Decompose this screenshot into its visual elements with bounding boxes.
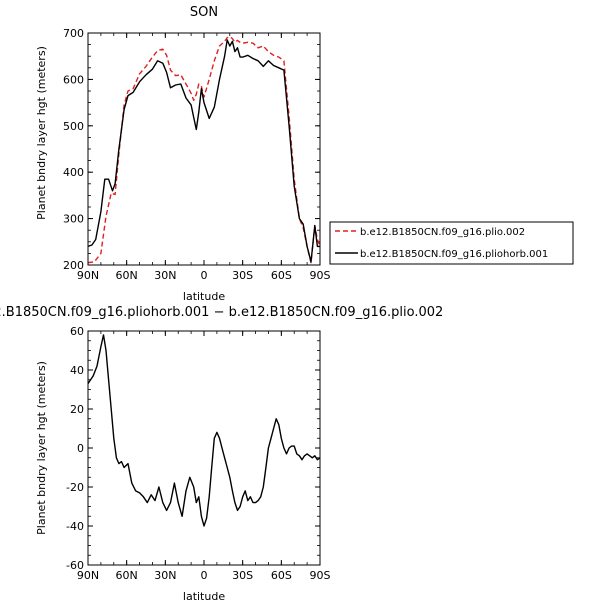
bottom-x-axis-label: latitude (183, 590, 225, 603)
top-series-line-1 (87, 39, 320, 263)
legend-box (329, 221, 574, 265)
bottom-y-tick-label: 60 (70, 325, 84, 338)
top-x-tick-label: 60N (116, 269, 138, 282)
top-x-tick-label: 90S (310, 269, 331, 282)
bottom-x-tick-label: 30N (154, 569, 176, 582)
bottom-x-tick-label: 60S (271, 569, 292, 582)
bottom-tick-marks: -60 -40 -20 0 20 40 60 90N 60N 30N 0 30S 60S 90S (66, 325, 330, 582)
top-x-tick-label: 90N (77, 269, 99, 282)
top-x-axis-label: latitude (183, 290, 225, 303)
top-y-tick-label: 200 (63, 259, 84, 272)
bottom-y-tick-label: 0 (77, 442, 84, 455)
legend: b.e12.B1850CN.f09_g16.plio.002 b.e12.B18… (329, 221, 574, 265)
bottom-series-group (87, 334, 321, 527)
bottom-y-tick-label: -40 (66, 520, 84, 533)
top-tick-marks: 200 300 400 500 600 700 90N 60N 30N 0 30S 60S 90S (63, 27, 331, 282)
bottom-y-tick-label: -20 (66, 481, 84, 494)
top-series-group (87, 36, 321, 264)
bottom-x-tick-label: 30S (232, 569, 253, 582)
bottom-x-tick-label: 90N (77, 569, 99, 582)
top-panel: SON latitude Planet bndry layer hgt (met… (35, 5, 331, 303)
top-x-tick-label: 30S (232, 269, 253, 282)
top-x-tick-label: 60S (271, 269, 292, 282)
top-y-tick-label: 500 (63, 120, 84, 133)
bottom-panel: b.e12.B1850CN.f09_g16.pliohorb.001 − b.e… (0, 305, 443, 603)
top-plot-frame (87, 32, 321, 266)
bottom-x-tick-label: 90S (310, 569, 331, 582)
bottom-y-tick-label: -60 (66, 559, 84, 572)
top-y-tick-label: 300 (63, 213, 84, 226)
bottom-y-tick-label: 20 (70, 403, 84, 416)
bottom-panel-title: b.e12.B1850CN.f09_g16.pliohorb.001 − b.e… (0, 305, 443, 320)
top-x-tick-label: 0 (201, 269, 208, 282)
top-y-tick-label: 400 (63, 166, 84, 179)
bottom-y-axis-label: Planet bndry layer hgt (meters) (35, 361, 48, 535)
top-series-line-0 (87, 36, 321, 264)
top-y-tick-label: 600 (63, 73, 84, 86)
top-y-tick-label: 700 (63, 27, 84, 40)
top-x-tick-label: 30N (154, 269, 176, 282)
legend-label-plio: b.e12.B1850CN.f09_g16.plio.002 (360, 227, 525, 238)
bottom-plot-frame (87, 330, 321, 566)
bottom-y-tick-label: 40 (70, 364, 84, 377)
bottom-x-tick-label: 0 (201, 569, 208, 582)
bottom-series-line-0 (87, 334, 321, 527)
top-y-axis-label: Planet bndry layer hgt (meters) (35, 46, 48, 220)
legend-label-pliohorb: b.e12.B1850CN.f09_g16.pliohorb.001 (360, 249, 548, 260)
top-panel-title: SON (190, 5, 218, 20)
bottom-x-tick-label: 60N (116, 569, 138, 582)
